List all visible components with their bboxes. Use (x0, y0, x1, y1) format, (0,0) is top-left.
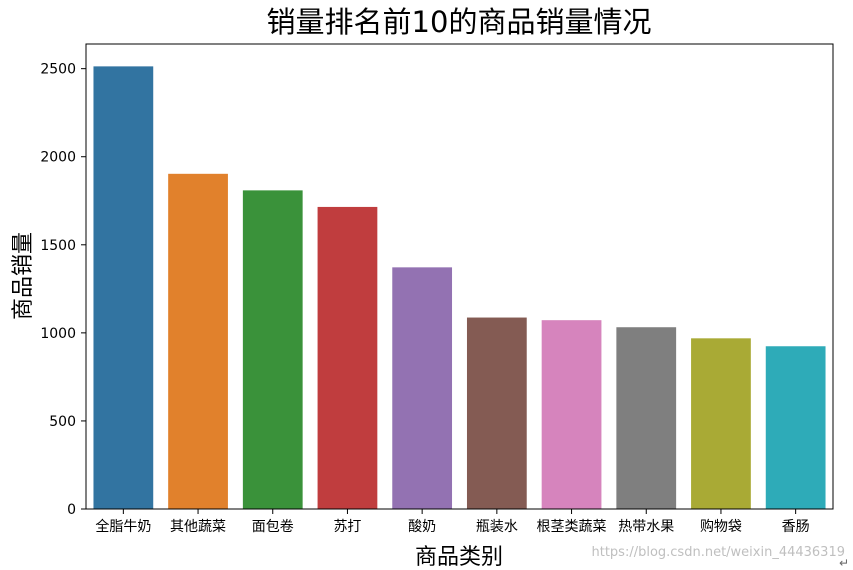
plot-frame (85, 43, 834, 510)
bar-8 (691, 338, 751, 509)
x-tick-label: 酸奶 (408, 519, 436, 535)
bar-3 (317, 206, 378, 509)
bar-7 (616, 327, 677, 509)
bar-9 (765, 346, 826, 509)
bar-2 (242, 190, 303, 509)
y-axis-label: 商品销量 (11, 232, 36, 320)
y-tick-label: 2000 (40, 150, 76, 166)
bar-6 (541, 320, 602, 509)
bars-layer (93, 66, 826, 510)
x-ticks: 全脂牛奶 其他蔬菜 面包卷 苏打 酸奶 瓶装水 根茎类蔬菜 热带水果 购物袋 香肠 (95, 509, 810, 535)
y-ticks: 0 500 1000 1500 2000 2500 (40, 62, 86, 518)
chart-title: 销量排名前10的商品销量情况 (267, 5, 652, 39)
x-axis-label: 商品类别 (415, 545, 503, 570)
x-tick-label: 热带水果 (618, 519, 674, 535)
y-tick-label: 500 (49, 414, 76, 430)
x-tick-label: 面包卷 (252, 519, 294, 535)
bar-4 (392, 267, 453, 509)
x-tick-label: 购物袋 (700, 519, 742, 535)
return-icon: ↵ (838, 556, 849, 570)
bar-1 (168, 173, 228, 509)
x-tick-label: 其他蔬菜 (170, 519, 226, 535)
y-tick-label: 2500 (40, 62, 76, 78)
y-tick-label: 1500 (40, 238, 76, 254)
x-tick-label: 全脂牛奶 (95, 518, 151, 535)
y-tick-label: 0 (67, 502, 76, 518)
x-tick-label: 瓶装水 (476, 519, 518, 535)
x-tick-label: 根茎类蔬菜 (537, 519, 607, 535)
x-tick-label: 香肠 (782, 519, 810, 535)
bar-0 (93, 66, 154, 510)
x-tick-label: 苏打 (333, 518, 361, 535)
watermark: https://blog.csdn.net/weixin_44436319 (591, 545, 845, 560)
bar-5 (466, 317, 527, 509)
y-tick-label: 1000 (40, 326, 76, 342)
